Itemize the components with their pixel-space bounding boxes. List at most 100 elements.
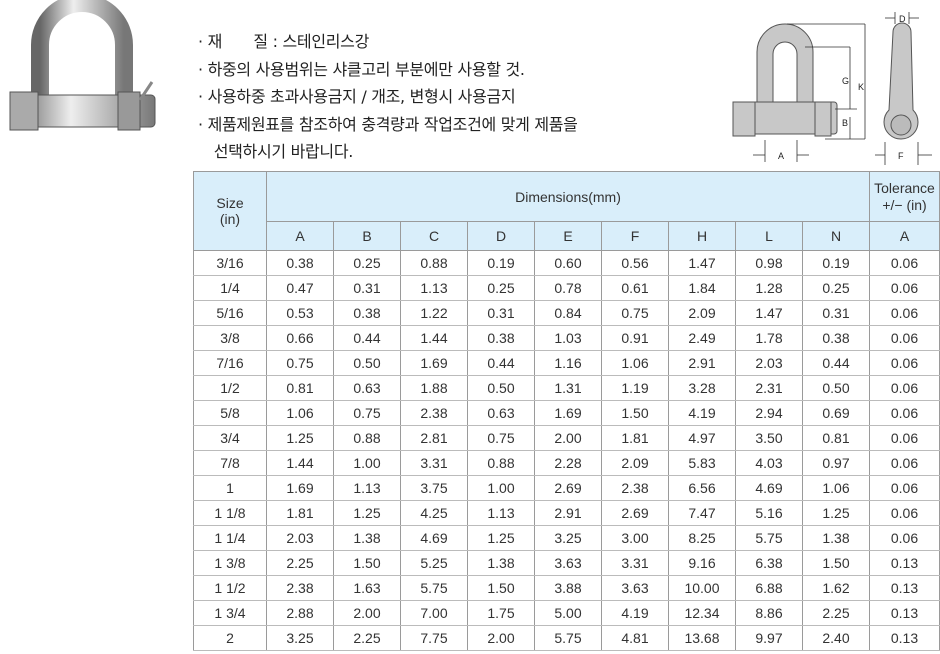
value-cell: 0.25 [333, 250, 401, 276]
value-cell: 0.06 [869, 250, 940, 276]
value-cell: 1.28 [735, 275, 803, 301]
value-cell: 0.88 [400, 250, 468, 276]
value-cell: 4.97 [668, 425, 736, 451]
value-cell: 0.31 [802, 300, 870, 326]
value-cell: 0.81 [266, 375, 334, 401]
column-header-c: C [400, 221, 468, 251]
value-cell: 1.62 [802, 575, 870, 601]
value-cell: 0.60 [534, 250, 602, 276]
value-cell: 1.81 [601, 425, 669, 451]
value-cell: 1.31 [534, 375, 602, 401]
table-row: 1/2 0.81 0.63 1.88 0.50 1.31 1.19 3.28 2.31 0.50 0… [193, 375, 940, 401]
column-header-d: D [467, 221, 535, 251]
column-header-n: N [802, 221, 870, 251]
size-cell: 1/4 [193, 275, 267, 301]
size-cell: 5/8 [193, 400, 267, 426]
value-cell: 2.00 [467, 625, 535, 651]
value-cell: 3.63 [601, 575, 669, 601]
value-cell: 0.25 [802, 275, 870, 301]
dimensions-header: Dimensions(mm) [266, 171, 870, 222]
value-cell: 1.69 [400, 350, 468, 376]
value-cell: 3.31 [400, 450, 468, 476]
table-row: 3/8 0.66 0.44 1.44 0.38 1.03 0.91 2.49 1.78 0.38 0… [193, 325, 940, 351]
note-overload-warning: · 사용하중 초과사용금지 / 개조, 변형시 사용금지 [198, 87, 516, 106]
value-cell: 8.86 [735, 600, 803, 626]
tolerance-header: Tolerance +/− (in) [869, 171, 940, 222]
value-cell: 0.61 [601, 275, 669, 301]
value-cell: 4.19 [668, 400, 736, 426]
value-cell: 2.00 [534, 425, 602, 451]
value-cell: 1.44 [266, 450, 334, 476]
value-cell: 2.03 [735, 350, 803, 376]
value-cell: 1.06 [266, 400, 334, 426]
value-cell: 0.69 [802, 400, 870, 426]
value-cell: 2.81 [400, 425, 468, 451]
column-header-a: A [869, 221, 940, 251]
value-cell: 0.06 [869, 425, 940, 451]
value-cell: 2.00 [333, 600, 401, 626]
value-cell: 7.00 [400, 600, 468, 626]
size-header: Size (in) [193, 171, 267, 251]
value-cell: 5.75 [534, 625, 602, 651]
value-cell: 0.06 [869, 475, 940, 501]
size-cell: 3/16 [193, 250, 267, 276]
value-cell: 2.31 [735, 375, 803, 401]
diagram-label-g: G [842, 76, 849, 86]
value-cell: 0.50 [333, 350, 401, 376]
shackle-photo [9, 0, 156, 131]
table-row: 3/16 0.38 0.25 0.88 0.19 0.60 0.56 1.47 0.98 0.19… [193, 250, 940, 276]
value-cell: 0.56 [601, 250, 669, 276]
column-header-a: A [266, 221, 334, 251]
value-cell: 0.98 [735, 250, 803, 276]
value-cell: 1.13 [333, 475, 401, 501]
value-cell: 2.49 [668, 325, 736, 351]
dimensions-table: Size (in) Dimensions(mm) Tolerance +/− (in… [193, 171, 940, 651]
value-cell: 1.03 [534, 325, 602, 351]
value-cell: 1.19 [601, 375, 669, 401]
value-cell: 0.13 [869, 550, 940, 576]
value-cell: 5.83 [668, 450, 736, 476]
value-cell: 1.75 [467, 600, 535, 626]
value-cell: 1.38 [467, 550, 535, 576]
value-cell: 1.44 [400, 325, 468, 351]
value-cell: 0.63 [467, 400, 535, 426]
value-cell: 5.25 [400, 550, 468, 576]
value-cell: 0.63 [333, 375, 401, 401]
value-cell: 2.25 [266, 550, 334, 576]
size-cell: 1 1/4 [193, 525, 267, 551]
value-cell: 4.69 [735, 475, 803, 501]
value-cell: 2.03 [266, 525, 334, 551]
value-cell: 9.97 [735, 625, 803, 651]
value-cell: 2.40 [802, 625, 870, 651]
value-cell: 1.84 [668, 275, 736, 301]
value-cell: 2.88 [266, 600, 334, 626]
value-cell: 0.19 [802, 250, 870, 276]
table-row: 1 1.69 1.13 3.75 1.00 2.69 2.38 6.56 4.69 1.06 0.0… [193, 475, 940, 501]
size-cell: 7/16 [193, 350, 267, 376]
value-cell: 0.19 [467, 250, 535, 276]
value-cell: 9.16 [668, 550, 736, 576]
value-cell: 0.50 [467, 375, 535, 401]
column-header-l: L [735, 221, 803, 251]
value-cell: 1.50 [333, 550, 401, 576]
value-cell: 6.38 [735, 550, 803, 576]
value-cell: 2.28 [534, 450, 602, 476]
column-header-h: H [668, 221, 736, 251]
value-cell: 4.03 [735, 450, 803, 476]
value-cell: 3.63 [534, 550, 602, 576]
value-cell: 10.00 [668, 575, 736, 601]
value-cell: 0.88 [467, 450, 535, 476]
value-cell: 3.25 [266, 625, 334, 651]
value-cell: 2.09 [668, 300, 736, 326]
value-cell: 1.47 [735, 300, 803, 326]
value-cell: 1.00 [333, 450, 401, 476]
size-cell: 1 [193, 475, 267, 501]
size-cell: 2 [193, 625, 267, 651]
value-cell: 1.06 [802, 475, 870, 501]
value-cell: 0.06 [869, 400, 940, 426]
table-row: 1 1/4 2.03 1.38 4.69 1.25 3.25 3.00 8.25 5.75 1.3… [193, 525, 940, 551]
value-cell: 5.75 [400, 575, 468, 601]
value-cell: 2.38 [266, 575, 334, 601]
value-cell: 1.81 [266, 500, 334, 526]
size-cell: 7/8 [193, 450, 267, 476]
